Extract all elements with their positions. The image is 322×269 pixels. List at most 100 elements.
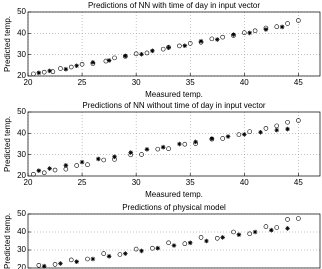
star-point — [193, 139, 198, 145]
star-point — [74, 63, 79, 69]
y-tick-label: 50 — [17, 107, 26, 116]
circle-point — [214, 236, 220, 241]
star-point — [106, 58, 112, 63]
star-point — [150, 48, 155, 54]
circle-point — [247, 129, 253, 134]
star-point — [285, 126, 290, 132]
circle-point — [58, 66, 63, 71]
plot-frame — [27, 213, 321, 269]
x-tick-label: 45 — [294, 78, 303, 87]
circle-point — [209, 36, 215, 42]
circle-point — [31, 71, 36, 77]
star-point — [106, 254, 112, 259]
x-tick-label: 30 — [132, 178, 141, 187]
star-point — [139, 51, 144, 57]
star-point — [285, 226, 290, 231]
circle-point — [52, 167, 58, 173]
circle-point — [155, 146, 161, 152]
x-tick-label: 40 — [240, 178, 249, 187]
star-point — [209, 136, 215, 141]
circle-point — [52, 262, 58, 267]
circle-point — [85, 162, 90, 167]
star-point — [263, 27, 269, 32]
star-point — [279, 24, 285, 30]
chart-title: Predictions of NN with time of day in in… — [88, 1, 260, 10]
circle-point — [150, 245, 155, 251]
star-point — [123, 251, 128, 256]
circle-point — [274, 123, 280, 129]
star-point — [47, 68, 52, 74]
circle-point — [144, 50, 150, 56]
star-point — [123, 53, 128, 59]
y-axis-label: Predicted temp. — [3, 16, 12, 72]
circle-point — [236, 132, 242, 137]
x-tick-label: 25 — [78, 78, 87, 87]
circle-point — [117, 252, 123, 257]
x-tick-label: 25 — [78, 178, 87, 187]
star-point — [236, 232, 242, 237]
y-tick-label: 20 — [17, 263, 26, 269]
circle-point — [41, 69, 47, 75]
circle-point — [79, 61, 85, 67]
y-tick-label: 30 — [17, 50, 26, 59]
circle-point — [139, 152, 144, 157]
x-tick-label: 30 — [132, 78, 141, 87]
x-tick-label: 40 — [240, 78, 249, 87]
star-point — [231, 32, 236, 37]
circle-point — [166, 240, 171, 246]
y-axis-label: Predicted temp. — [3, 116, 12, 172]
circle-point — [263, 224, 269, 229]
circle-point — [160, 46, 166, 52]
circle-point — [252, 28, 258, 34]
y-axis-label: Predicted temp. — [3, 213, 12, 269]
circle-point — [68, 257, 74, 263]
circle-point — [285, 21, 290, 26]
star-point — [241, 132, 247, 137]
star-point — [128, 150, 134, 155]
star-point — [225, 134, 231, 139]
star-point — [269, 227, 274, 233]
circle-point — [103, 58, 109, 64]
star-point — [177, 141, 182, 147]
star-point — [63, 163, 69, 168]
x-tick-label: 35 — [186, 178, 195, 187]
star-point — [90, 60, 96, 65]
star-point — [112, 154, 117, 160]
circle-point — [198, 235, 204, 240]
plot-frame — [27, 111, 321, 177]
star-point — [36, 168, 42, 173]
circle-point — [36, 262, 42, 268]
circle-point — [241, 30, 247, 35]
star-point — [160, 144, 166, 150]
star-point — [90, 256, 96, 262]
circle-point — [263, 126, 269, 131]
chart-title: Predictions of NN without time of day in… — [82, 101, 266, 110]
circle-point — [285, 119, 290, 125]
circle-point — [41, 170, 47, 176]
circle-point — [274, 24, 280, 30]
star-point — [139, 248, 144, 254]
circle-point — [68, 64, 74, 70]
star-point — [41, 263, 47, 269]
circle-point — [133, 246, 139, 252]
circle-point — [220, 34, 225, 40]
circle-point — [133, 51, 139, 57]
circle-point — [74, 163, 79, 168]
star-point — [214, 37, 220, 42]
x-tick-label: 45 — [294, 178, 303, 187]
star-point — [220, 235, 225, 240]
circle-point — [63, 166, 69, 172]
star-point — [63, 66, 69, 72]
star-point — [198, 38, 204, 44]
x-axis-label: Measured temp. — [145, 190, 203, 199]
star-point — [247, 30, 253, 36]
y-tick-label: 20 — [17, 171, 26, 180]
y-tick-label: 20 — [17, 71, 26, 80]
x-tick-label: 20 — [24, 178, 33, 187]
x-tick-label: 35 — [186, 78, 195, 87]
y-tick-label: 40 — [17, 128, 26, 137]
plot-frame — [27, 11, 321, 77]
star-point — [144, 147, 150, 152]
y-tick-label: 40 — [17, 227, 26, 236]
